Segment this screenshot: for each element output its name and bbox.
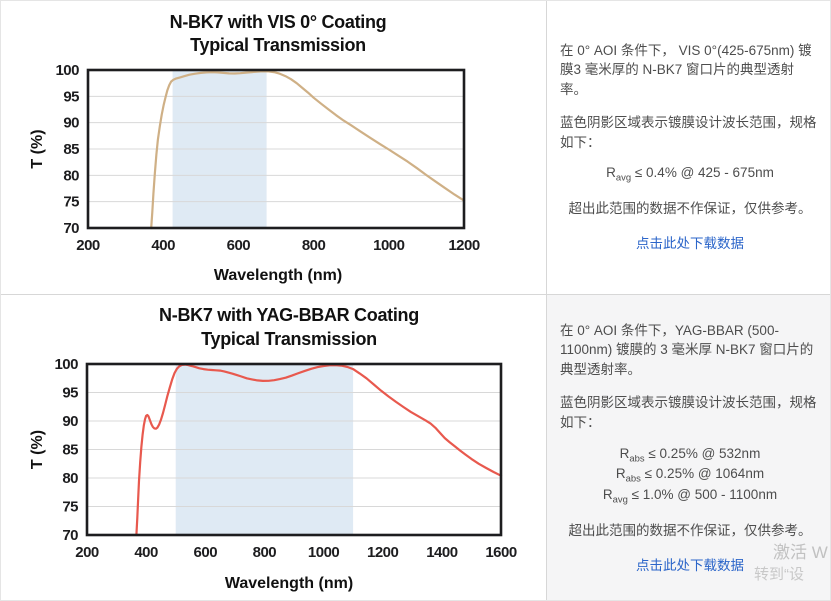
chart-title: Typical Transmission [201,329,377,349]
shaded-region-note: 蓝色阴影区域表示镀膜设计波长范围，规格如下： [560,115,817,150]
y-axis-label: T (%) [29,129,46,168]
windows-activation-watermark-line1: 激活 W [773,543,828,562]
chart-title: N-BK7 with VIS 0° Coating [170,12,387,32]
transmission-chart-yag-bbar: 70 75 80 85 90 95 100 200 400 600 800 1000 1200 1400 1… [29,305,517,592]
y-tick-label: 75 [62,499,78,516]
range-disclaimer: 超出此范围的数据不作保证，仅供参考。 [568,523,812,539]
x-axis-label: Wavelength (nm) [225,575,353,592]
y-tick-label: 80 [63,167,79,184]
y-tick-label: 75 [63,194,79,211]
y-tick-label: 90 [63,115,79,132]
chart-title: N-BK7 with YAG-BBAR Coating [159,305,419,325]
spec-line: Rabs ≤ 0.25% @ 1064nm [615,466,765,486]
vis-coating-description-cell: 在 0° AOI 条件下， VIS 0°(425-675nm) 镀膜3 毫米厚的… [546,1,830,294]
x-tick-label: 1600 [485,544,517,561]
spec-line: Ravg ≤ 1.0% @ 500 - 1100nm [602,487,778,507]
x-tick-label: 1200 [367,544,399,561]
y-tick-label: 70 [63,220,79,237]
x-tick-label: 1200 [448,237,480,254]
y-axis-label: T (%) [29,430,46,469]
y-tick-label: 95 [62,385,78,402]
y-tick-label: 100 [55,62,79,79]
windows-activation-watermark-line2: 转到“设 [754,566,804,583]
chart-title: Typical Transmission [190,35,366,55]
x-tick-label: 1400 [426,544,458,561]
coating-description: 在 0° AOI 条件下， VIS 0°(425-675nm) 镀膜3 毫米厚的… [560,42,812,97]
x-tick-label: 600 [227,237,251,254]
download-data-link[interactable]: 点击此处下载数据 [636,236,744,252]
y-tick-label: 85 [62,442,78,459]
coating-specs: Rabs ≤ 0.25% @ 532nm Rabs ≤ 0.25% @ 1064n… [560,445,820,508]
x-tick-label: 400 [151,237,175,254]
download-data-link[interactable]: 点击此处下载数据 [636,558,744,574]
y-tick-label: 80 [62,470,78,487]
y-tick-label: 70 [62,527,78,544]
download-link-row: 点击此处下载数据 [560,232,820,253]
x-tick-label: 800 [253,544,277,561]
x-tick-label: 200 [75,544,99,561]
yag-bbar-chart-cell: 70 75 80 85 90 95 100 200 400 600 800 1000 1200 1400 1… [1,294,546,600]
vis-coating-chart-cell: 70 75 80 85 90 95 100 200 400 600 800 1000 1200 N-BK7… [1,1,546,294]
x-tick-label: 1000 [308,544,340,561]
x-axis-label: Wavelength (nm) [214,267,342,284]
transmission-curve [135,363,503,537]
spec-line: Ravg ≤ 0.4% @ 425 - 675nm [606,165,774,185]
download-link-row: 点击此处下载数据 [560,554,820,575]
x-tick-label: 1000 [373,237,405,254]
x-tick-label: 800 [302,237,326,254]
coating-specs: Ravg ≤ 0.4% @ 425 - 675nm [560,164,820,185]
range-disclaimer: 超出此范围的数据不作保证，仅供参考。 [568,201,812,217]
plot-border [85,362,503,537]
x-tick-label: 400 [134,544,158,561]
x-tick-label: 200 [76,237,100,254]
y-tick-label: 100 [54,356,78,373]
yag-bbar-description-cell: 在 0° AOI 条件下，YAG-BBAR (500-1100nm) 镀膜的 3… [546,294,830,600]
y-tick-label: 90 [62,413,78,430]
transmission-chart-vis-0deg: 70 75 80 85 90 95 100 200 400 600 800 1000 1200 N-BK7… [29,12,480,284]
coating-description: 在 0° AOI 条件下，YAG-BBAR (500-1100nm) 镀膜的 3… [560,322,814,377]
y-tick-label: 85 [63,141,79,158]
shaded-region-note: 蓝色阴影区域表示镀膜设计波长范围，规格如下： [560,395,817,430]
plot-border [86,68,466,230]
y-tick-label: 95 [63,88,79,105]
transmission-curve [150,70,466,230]
spec-line: Rabs ≤ 0.25% @ 532nm [619,445,761,465]
x-tick-label: 600 [194,544,218,561]
